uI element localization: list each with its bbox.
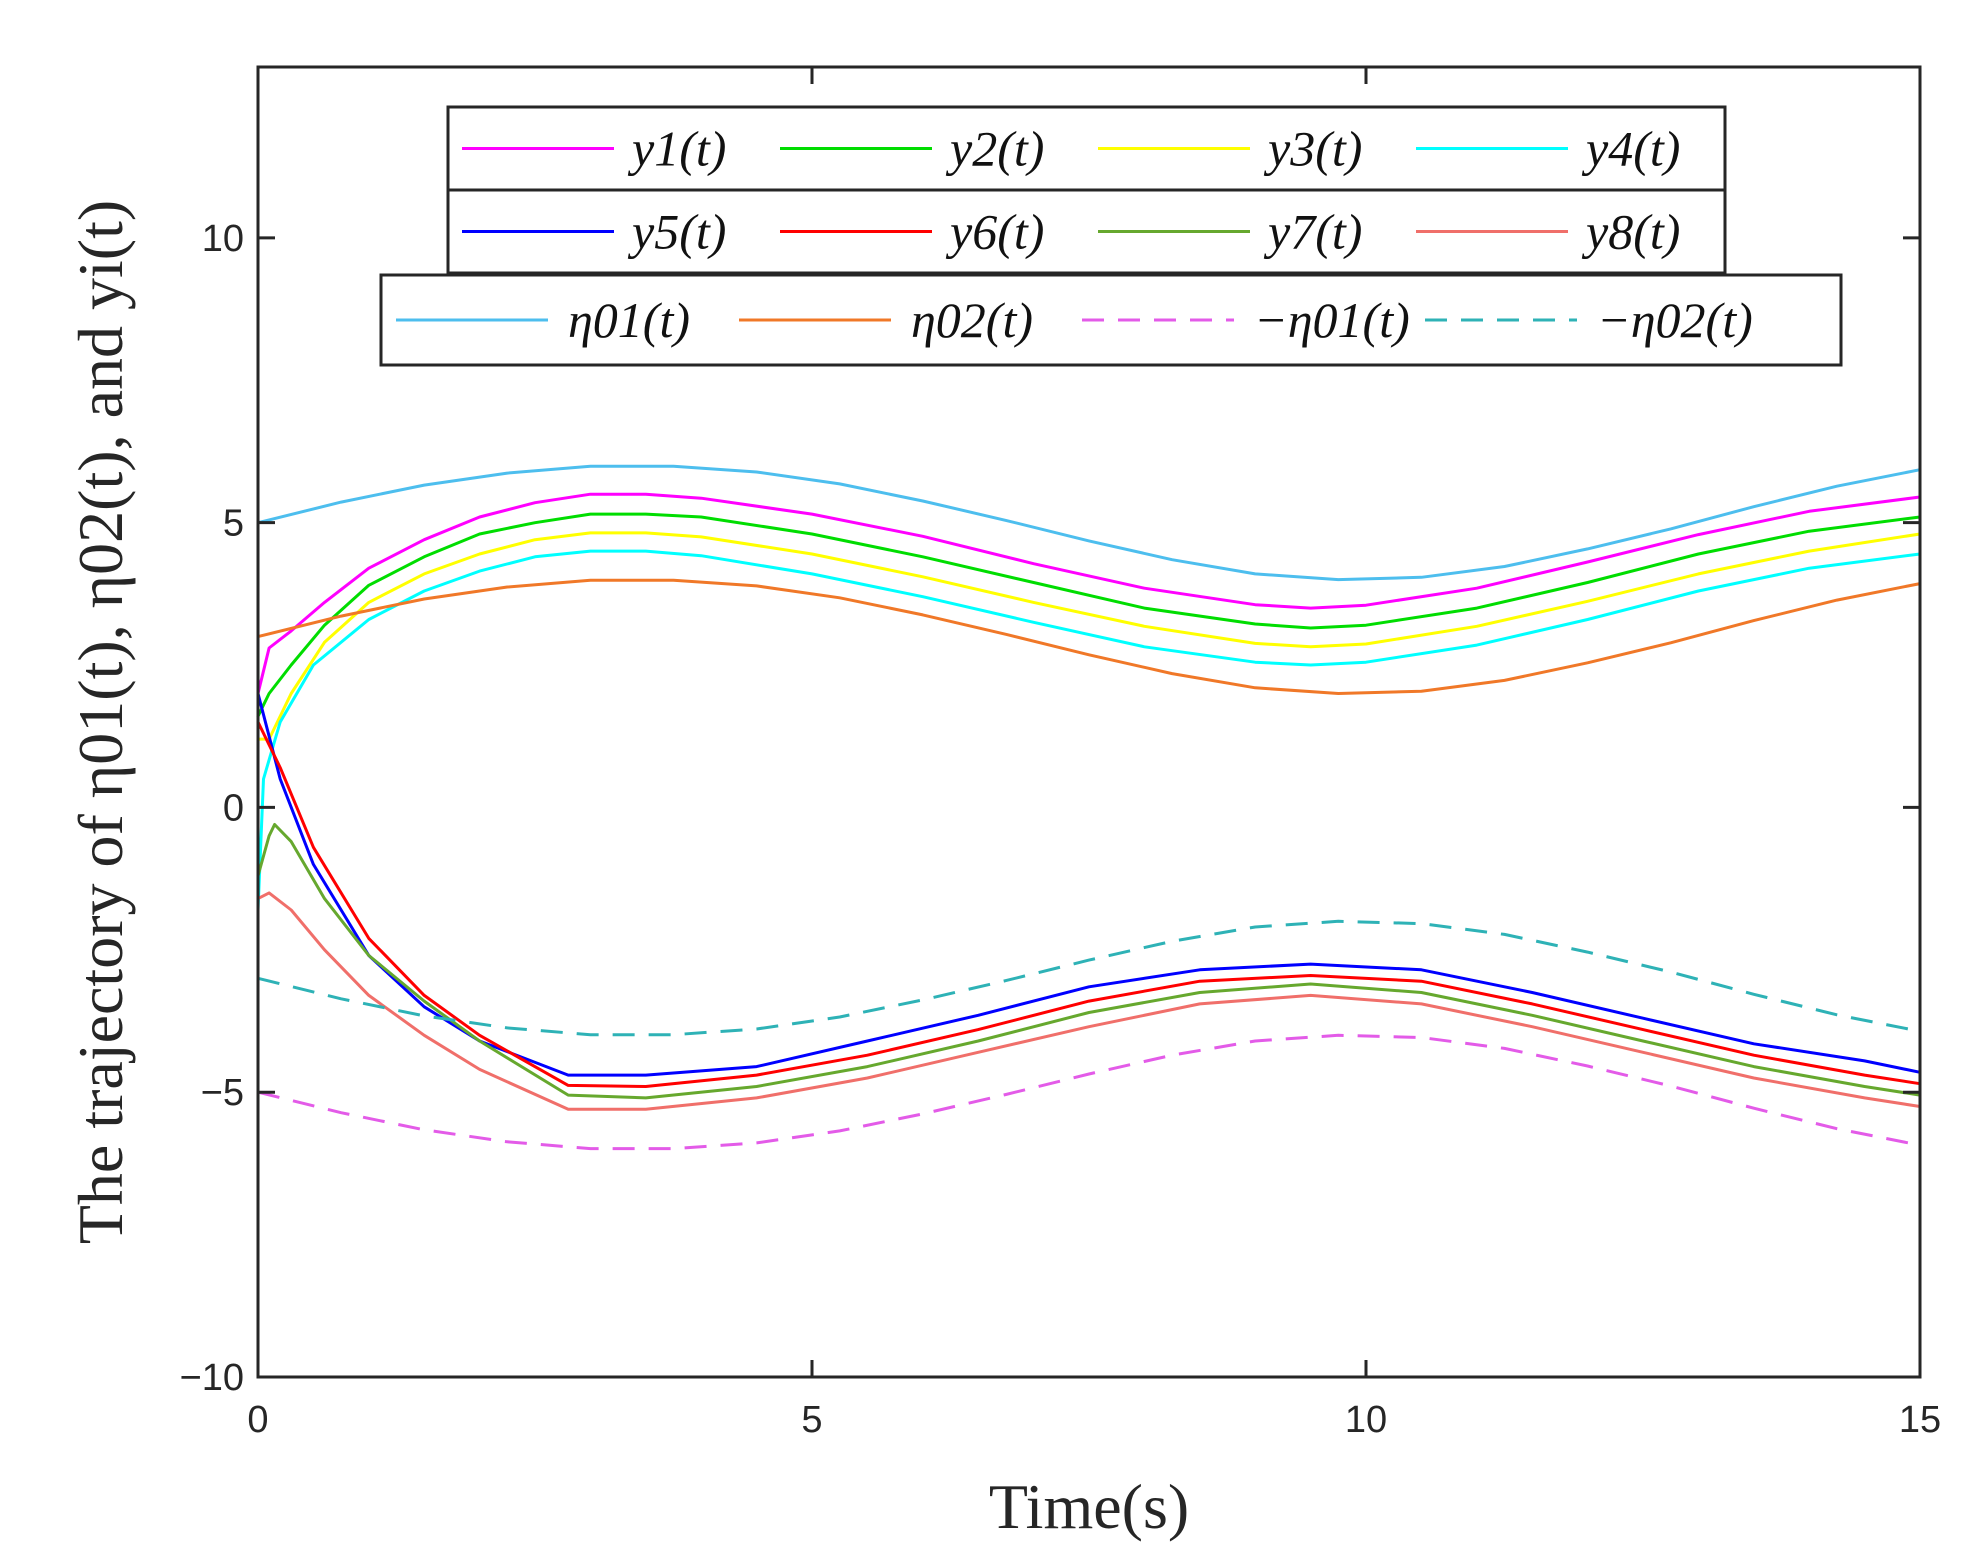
y-tick-label: −10	[180, 1357, 244, 1399]
legend-label-y4: y4(t)	[1581, 121, 1680, 177]
series-line-y7	[256, 823, 1922, 1100]
series-line-eta01	[256, 464, 1922, 582]
legend-label-y5: y5(t)	[627, 204, 726, 260]
x-tick-label: 10	[1345, 1399, 1387, 1441]
legend-label-neta01: −η01(t)	[1254, 292, 1410, 348]
legend-label-eta01: η01(t)	[568, 292, 690, 348]
legend-box-2: y5(t) y6(t) y7(t) y8(t)	[446, 188, 1727, 275]
y-axis-title: The trajectory of η01(t), η02(t), and yi…	[65, 200, 136, 1244]
y-tick-label: 10	[202, 218, 244, 260]
x-tick-label: 0	[247, 1399, 268, 1441]
y-tick-label: 0	[223, 787, 244, 829]
legend-label-y3: y3(t)	[1263, 121, 1362, 177]
series-line-y3	[256, 531, 1922, 741]
x-tick-label: 15	[1899, 1399, 1941, 1441]
legend-label-y6: y6(t)	[945, 204, 1044, 260]
series-line-y6	[256, 720, 1922, 1088]
series-line-neta01	[257, 1033, 1921, 1151]
y-tick-label: −5	[201, 1072, 244, 1114]
legend-frame	[379, 273, 1843, 367]
series-line-y2	[256, 512, 1922, 718]
x-axis-title: Time(s)	[989, 1471, 1189, 1542]
legend-label-y8: y8(t)	[1581, 204, 1680, 260]
series-line-neta02	[257, 919, 1921, 1037]
series-line-y1	[256, 492, 1922, 695]
legend-label-neta02: −η02(t)	[1597, 292, 1753, 348]
y-tick-label: 5	[223, 503, 244, 545]
legend-label-y7: y7(t)	[1263, 204, 1362, 260]
series-line-eta02	[256, 578, 1922, 695]
series-line-y8	[256, 891, 1922, 1111]
series-line-y4	[256, 549, 1922, 912]
legend-label-y2: y2(t)	[945, 121, 1044, 177]
legend-label-y1: y1(t)	[627, 121, 726, 177]
plot-area-frame	[256, 65, 1922, 1379]
x-tick-label: 5	[801, 1399, 822, 1441]
tick-layer: 0 5 10 15 −10 −5 0 5 10	[180, 67, 1941, 1441]
legend-box-1: y1(t) y2(t) y3(t) y4(t)	[446, 105, 1727, 192]
series-layer	[256, 464, 1922, 1151]
legend: y1(t) y2(t) y3(t) y4(t) y5(t) y6(t) y7(t) y8(t)…	[379, 105, 1843, 367]
legend-label-eta02: η02(t)	[911, 292, 1033, 348]
legend-box-3: η01(t) η02(t) −η01(t) −η02(t)	[379, 273, 1843, 367]
